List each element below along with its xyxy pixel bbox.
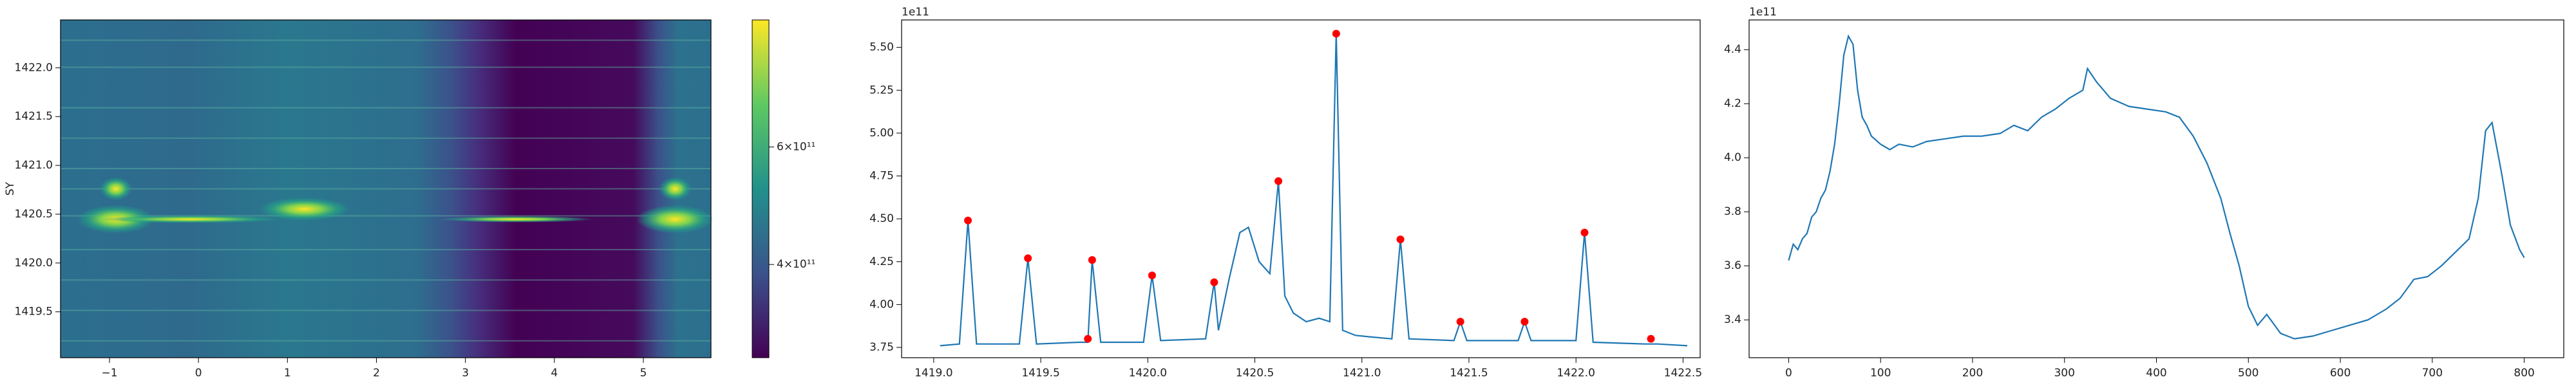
- peak-marker: [1148, 271, 1156, 280]
- y-tick-label: 4.4: [1724, 43, 1741, 56]
- y-tick-label: 1421.5: [15, 110, 53, 123]
- heatmap-hotspot: [100, 215, 281, 223]
- x-tick-label: 1419.0: [914, 367, 952, 380]
- y-tick-label: 4.25: [869, 255, 894, 268]
- peak-marker: [1084, 335, 1092, 343]
- y-tick-label: 1420.0: [15, 257, 53, 270]
- peak-marker: [1332, 30, 1340, 38]
- x-tick-label: 0: [195, 367, 202, 380]
- data-line: [940, 33, 1688, 347]
- x-tick-label: 1419.5: [1021, 367, 1059, 380]
- x-tick-label: 800: [2514, 367, 2534, 380]
- y-tick-label: 5.50: [869, 41, 894, 54]
- x-tick-label: 1422.0: [1557, 367, 1595, 380]
- y-tick-label: 4.00: [869, 298, 894, 311]
- x-tick-label: 2: [373, 367, 380, 380]
- peak-marker: [1647, 335, 1655, 343]
- y-tick-label: 1420.5: [15, 208, 53, 221]
- peak-marker: [1520, 318, 1529, 326]
- axes-frame: [901, 19, 1701, 358]
- x-tick-label: −1: [101, 367, 117, 380]
- x-tick-label: 5: [640, 367, 647, 380]
- y-tick-label: 1422.0: [15, 61, 53, 74]
- x-tick-label: 1421.5: [1450, 367, 1488, 380]
- x-tick-label: 4: [551, 367, 558, 380]
- x-tick-label: 1420.5: [1236, 367, 1274, 380]
- x-tick-label: 0: [1785, 367, 1792, 380]
- colorbar-tick-label: 4×10¹¹: [777, 258, 815, 271]
- peak-marker: [1396, 235, 1405, 244]
- y-tick-label: 3.75: [869, 341, 894, 354]
- y-tick-label: 3.4: [1724, 313, 1741, 326]
- peak-marker: [964, 216, 972, 225]
- heatmap-hotspot: [439, 216, 593, 223]
- x-tick-label: 400: [2146, 367, 2166, 380]
- x-tick-label: 3: [462, 367, 469, 380]
- x-tick-label: 500: [2238, 367, 2259, 380]
- peak-marker: [1274, 177, 1283, 185]
- heatmap-hotspot: [259, 198, 350, 221]
- colorbar: [752, 19, 770, 358]
- x-tick-label: 100: [1870, 367, 1891, 380]
- y-tick-label: 4.0: [1724, 151, 1741, 164]
- axes-frame: [60, 19, 712, 358]
- peak-marker: [1580, 228, 1589, 237]
- y-tick-label: 4.2: [1724, 97, 1741, 110]
- x-tick-label: 1: [284, 367, 291, 380]
- x-tick-label: 1420.0: [1129, 367, 1167, 380]
- heatmap-image: [61, 20, 711, 358]
- y-tick-label: 3.8: [1724, 205, 1741, 218]
- offset-text: 1e11: [902, 6, 929, 19]
- x-tick-label: 1421.0: [1343, 367, 1381, 380]
- y-tick-label: 5.25: [869, 84, 894, 96]
- y-tick-label: 5.00: [869, 127, 894, 140]
- y-tick-label: 1421.0: [15, 159, 53, 172]
- y-tick-label: 1419.5: [15, 306, 53, 318]
- x-tick-label: 600: [2330, 367, 2351, 380]
- y-tick-label: 3.6: [1724, 259, 1741, 272]
- y-axis-label: SY: [4, 181, 17, 196]
- x-tick-label: 1422.5: [1664, 367, 1702, 380]
- y-tick-label: 4.75: [869, 170, 894, 183]
- peak-marker: [1456, 318, 1464, 326]
- peak-marker: [1088, 256, 1096, 264]
- peak-marker: [1024, 254, 1032, 262]
- axes-frame: [1748, 19, 2564, 358]
- peak-marker: [1210, 278, 1218, 286]
- x-tick-label: 300: [2054, 367, 2074, 380]
- heatmap-hotspot: [636, 205, 714, 234]
- y-tick-label: 4.50: [869, 212, 894, 225]
- x-tick-label: 700: [2422, 367, 2443, 380]
- colorbar-tick-label: 6×10¹¹: [777, 140, 815, 153]
- heatmap-hotspot: [659, 177, 692, 201]
- heatmap-hotspot: [99, 177, 132, 201]
- data-line: [1788, 34, 2525, 340]
- x-tick-label: 200: [1962, 367, 1983, 380]
- offset-text: 1e11: [1749, 6, 1777, 19]
